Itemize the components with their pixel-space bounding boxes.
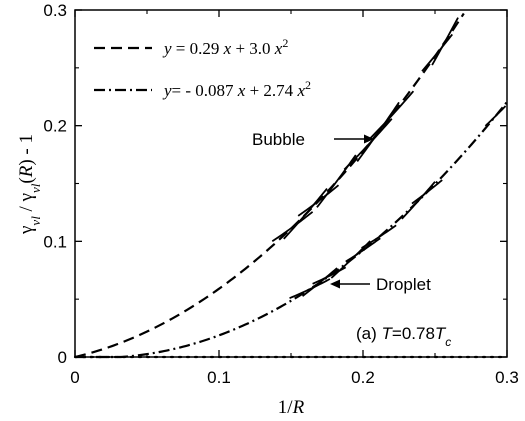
x-tick-label: 0.1 — [207, 368, 231, 387]
y-tick-label: 0.2 — [43, 117, 67, 136]
droplet-data-segment — [345, 237, 381, 263]
bubble-label: Bubble — [252, 130, 305, 149]
droplet-data-segment — [301, 267, 338, 297]
bubble-data-segment — [343, 118, 393, 171]
x-axis-title: 1/R — [278, 397, 305, 418]
droplet-label: Droplet — [376, 275, 431, 294]
x-tick-label: 0 — [70, 368, 79, 387]
y-tick-label: 0.1 — [43, 232, 67, 251]
bubble-data-segment — [431, 17, 459, 66]
bubble-data-segment — [271, 211, 314, 243]
droplet-data-segment — [484, 105, 507, 127]
bubble-data-segment — [283, 187, 328, 240]
bubble-data-segment — [421, 33, 453, 72]
droplet-arrow-head — [330, 279, 340, 289]
legend-label-bubble-fit: y = 0.29 x + 3.0 x2 — [162, 36, 288, 58]
bubble-data-segment — [356, 101, 400, 162]
axis-ticks — [74, 9, 508, 358]
bubble-data-segment — [366, 90, 415, 142]
y-axis-title: γvl / γvl(R) - 1 — [16, 134, 43, 235]
plot-frame — [74, 9, 508, 358]
axis-tick-labels: 0 0.1 0.2 0.3 0 0.1 0.2 0.3 — [43, 1, 518, 387]
legend-label-droplet-fit: y= - 0.087 x + 2.74 x2 — [162, 78, 311, 100]
droplet-data-segment — [289, 278, 331, 299]
y-tick-label: 0 — [58, 348, 67, 367]
y-tick-label: 0.3 — [43, 1, 67, 20]
x-tick-label: 0.2 — [351, 368, 375, 387]
droplet-data-segment — [411, 179, 443, 205]
legend: y = 0.29 x + 3.0 x2 y= - 0.087 x + 2.74 … — [94, 36, 311, 100]
droplet-fit-curve — [75, 101, 508, 359]
fit-curves — [74, 12, 508, 359]
x-tick-label: 0.3 — [495, 368, 519, 387]
bubble-fit-curve — [74, 12, 465, 359]
temperature-label: (a) T=0.78Tc — [356, 324, 451, 349]
bubble-arrow-head — [364, 134, 374, 144]
droplet-data-segment — [401, 181, 436, 220]
data-segments — [73, 17, 509, 359]
droplet-data-segment — [361, 224, 397, 249]
bubble-data-segment — [297, 184, 340, 217]
